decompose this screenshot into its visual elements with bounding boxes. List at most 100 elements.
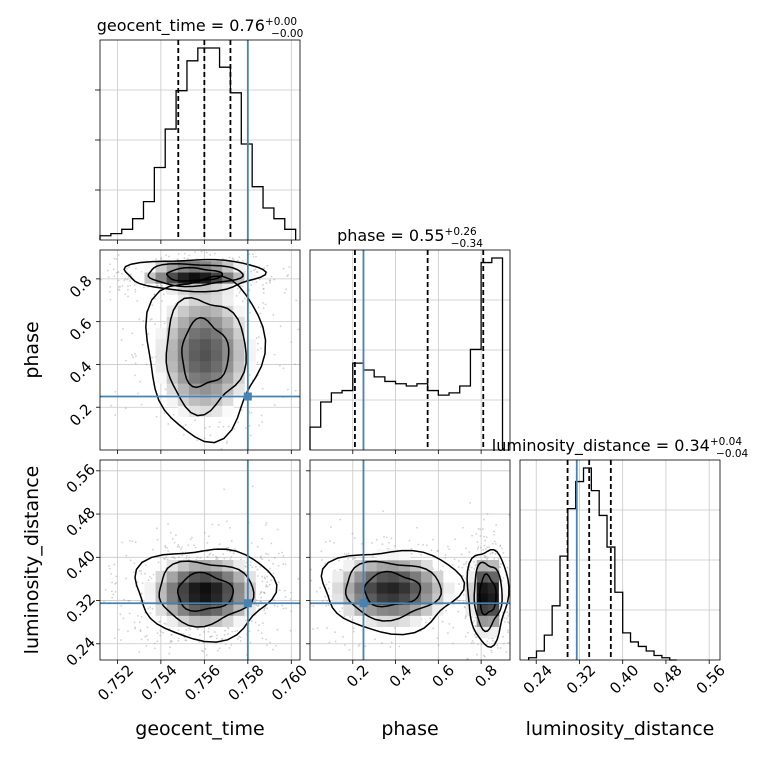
sample-point — [256, 271, 259, 274]
sample-point — [163, 322, 166, 325]
sample-point — [113, 563, 116, 566]
sample-point — [347, 552, 350, 555]
sample-point — [201, 649, 203, 652]
sample-point — [488, 546, 491, 548]
sample-point — [117, 271, 120, 274]
sample-point — [237, 259, 239, 262]
sample-point — [229, 550, 232, 553]
density-cell — [365, 560, 377, 572]
sample-point — [134, 362, 137, 365]
density-cell — [465, 582, 477, 594]
sample-point — [277, 564, 280, 567]
sample-point — [166, 456, 168, 458]
sample-point — [481, 528, 484, 530]
density-cell — [211, 604, 223, 616]
sample-point — [188, 254, 191, 257]
y-tick-label-luminosity_distance: 0.32 — [63, 590, 99, 626]
sample-point — [301, 607, 303, 609]
sample-point — [188, 556, 191, 559]
sample-point — [97, 572, 99, 574]
sample-point — [219, 453, 221, 455]
density-cell — [188, 383, 201, 395]
sample-point — [179, 548, 182, 551]
density-cell — [398, 593, 411, 605]
density-cell — [222, 604, 234, 616]
sample-point — [272, 562, 274, 565]
sample-point — [258, 234, 260, 236]
density-cell — [387, 593, 400, 605]
sample-point — [257, 342, 259, 345]
sample-point — [436, 550, 439, 553]
sample-point — [112, 268, 115, 271]
density-cell — [354, 582, 366, 594]
density-cell — [177, 394, 190, 406]
density-cell — [177, 405, 190, 417]
sample-point — [301, 564, 303, 566]
sample-point — [191, 536, 193, 539]
sample-point — [465, 560, 468, 563]
title-err-plus: +0.04 — [710, 436, 742, 448]
density-cell — [188, 272, 201, 284]
sample-point — [176, 258, 179, 261]
density-cell — [443, 571, 455, 583]
sample-point — [129, 284, 132, 287]
sample-point — [486, 640, 489, 643]
density-cell — [365, 582, 377, 594]
sample-point — [164, 544, 167, 547]
sample-point — [133, 621, 136, 624]
sample-point — [269, 281, 271, 284]
density-cell — [177, 582, 190, 594]
sample-point — [165, 254, 168, 257]
sample-point — [326, 599, 329, 602]
sample-point — [252, 461, 254, 463]
sample-point — [499, 562, 502, 565]
sample-point — [214, 252, 216, 255]
sample-point — [260, 596, 262, 599]
sample-point — [154, 242, 156, 244]
contour-line — [166, 266, 224, 282]
contour-line — [344, 560, 442, 622]
sample-point — [144, 635, 147, 638]
density-cell — [244, 327, 256, 340]
sample-point — [502, 552, 505, 554]
sample-point — [147, 607, 150, 610]
sample-point — [197, 627, 200, 630]
density-cell — [166, 615, 179, 627]
sample-point — [310, 568, 312, 571]
sample-point — [465, 562, 467, 565]
sample-point — [192, 222, 194, 224]
sample-point — [448, 548, 451, 551]
density-cell — [244, 338, 256, 351]
sample-point — [324, 540, 327, 543]
sample-point — [398, 645, 401, 648]
sample-point — [272, 313, 275, 316]
sample-point — [255, 337, 258, 340]
density-cell — [376, 604, 389, 616]
sample-point — [311, 275, 313, 277]
sample-point — [486, 558, 488, 560]
sample-point — [432, 568, 435, 571]
sample-point — [501, 579, 503, 582]
sample-point — [231, 630, 234, 633]
sample-point — [447, 632, 449, 634]
sample-point — [417, 543, 420, 546]
sample-point — [169, 646, 171, 649]
sample-point — [458, 583, 460, 585]
sample-point — [120, 605, 123, 607]
sample-point — [160, 257, 163, 260]
sample-point — [240, 409, 243, 412]
sample-point — [382, 510, 385, 513]
sample-point — [177, 639, 180, 642]
x-tick-label-luminosity_distance: 0.56 — [693, 661, 729, 697]
sample-point — [287, 273, 290, 276]
sample-point — [155, 415, 158, 418]
density-cell — [177, 593, 190, 605]
sample-point — [169, 531, 172, 534]
sample-point — [479, 528, 482, 531]
sample-point — [303, 560, 305, 562]
sample-point — [461, 575, 464, 577]
sample-point — [220, 641, 223, 644]
density-cell — [155, 361, 167, 373]
density-cell — [200, 582, 212, 594]
sample-point — [122, 617, 125, 620]
